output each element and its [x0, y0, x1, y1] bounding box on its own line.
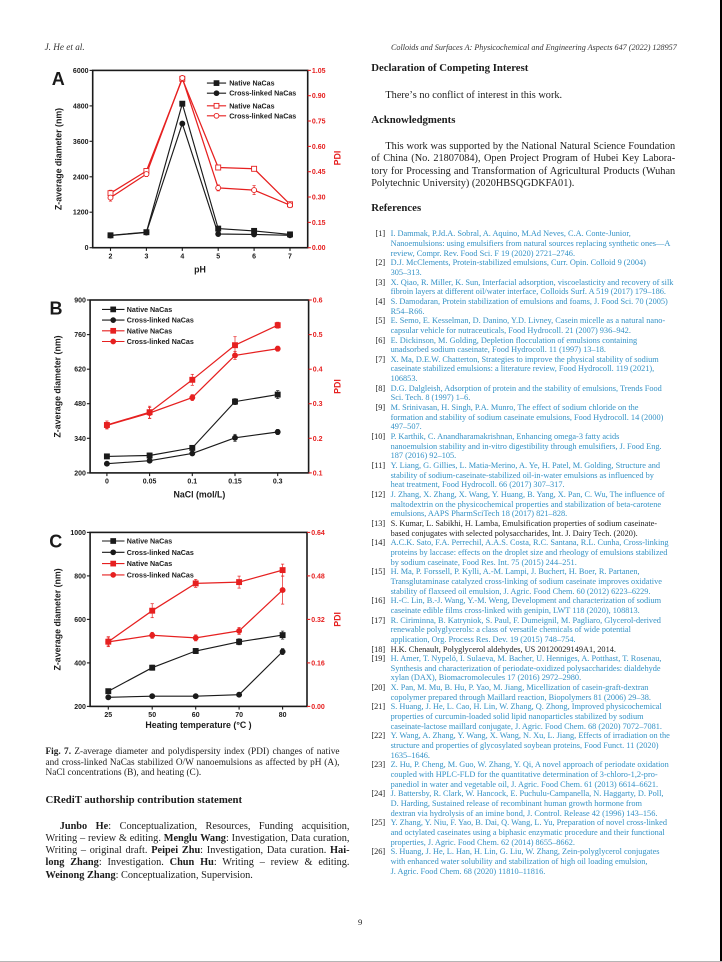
svg-text:900: 900: [74, 298, 86, 305]
svg-text:400: 400: [74, 660, 86, 667]
svg-text:0: 0: [85, 245, 89, 252]
svg-text:Native NaCas: Native NaCas: [127, 560, 172, 568]
svg-text:PDI: PDI: [333, 612, 343, 627]
svg-text:2: 2: [109, 254, 113, 261]
svg-text:0.6: 0.6: [313, 298, 323, 305]
svg-text:0.30: 0.30: [312, 195, 326, 202]
svg-text:Native NaCas: Native NaCas: [127, 306, 172, 314]
svg-text:340: 340: [74, 436, 86, 443]
svg-text:200: 200: [74, 704, 86, 711]
svg-text:Cross-linked NaCas: Cross-linked NaCas: [127, 549, 194, 557]
svg-text:480: 480: [74, 401, 86, 408]
svg-text:25: 25: [104, 712, 112, 719]
svg-text:0.64: 0.64: [311, 530, 325, 537]
svg-text:0.3: 0.3: [313, 401, 323, 408]
svg-text:4800: 4800: [73, 103, 89, 110]
svg-text:1000: 1000: [70, 530, 86, 537]
svg-text:760: 760: [74, 332, 86, 339]
svg-text:Cross-linked NaCas: Cross-linked NaCas: [127, 571, 194, 579]
svg-text:0.00: 0.00: [311, 704, 325, 711]
svg-text:0.3: 0.3: [273, 479, 283, 486]
svg-text:7: 7: [288, 254, 292, 261]
svg-text:1200: 1200: [73, 210, 89, 217]
svg-text:Z-average diameter (nm): Z-average diameter (nm): [54, 108, 64, 210]
svg-text:Native NaCas: Native NaCas: [229, 80, 274, 88]
svg-text:0: 0: [105, 479, 109, 486]
svg-text:0.32: 0.32: [311, 617, 325, 624]
svg-text:0.1: 0.1: [187, 479, 197, 486]
svg-text:0.00: 0.00: [312, 245, 326, 252]
svg-text:0.15: 0.15: [312, 220, 326, 227]
svg-text:NaCl (mol/L): NaCl (mol/L): [173, 490, 225, 500]
svg-text:600: 600: [74, 617, 86, 624]
svg-text:0.90: 0.90: [312, 93, 326, 100]
svg-text:200: 200: [74, 470, 86, 477]
svg-text:PDI: PDI: [333, 151, 343, 166]
svg-text:2400: 2400: [73, 174, 89, 181]
svg-text:0.48: 0.48: [311, 573, 325, 580]
svg-text:Native NaCas: Native NaCas: [127, 327, 172, 335]
svg-text:0.05: 0.05: [143, 479, 157, 486]
svg-text:3600: 3600: [73, 139, 89, 146]
svg-text:620: 620: [74, 367, 86, 374]
svg-text:Native NaCas: Native NaCas: [229, 102, 274, 110]
svg-text:pH: pH: [194, 265, 206, 275]
svg-text:80: 80: [279, 712, 287, 719]
svg-text:B: B: [50, 299, 63, 319]
svg-text:4: 4: [180, 254, 184, 261]
svg-text:1.05: 1.05: [312, 68, 326, 75]
svg-text:70: 70: [235, 712, 243, 719]
svg-text:Native NaCas: Native NaCas: [127, 538, 172, 546]
svg-text:50: 50: [148, 712, 156, 719]
svg-text:5: 5: [216, 254, 220, 261]
svg-text:0.16: 0.16: [311, 660, 325, 667]
svg-text:0.1: 0.1: [313, 470, 323, 477]
svg-text:C: C: [49, 531, 62, 551]
svg-text:PDI: PDI: [333, 379, 343, 394]
svg-text:0.75: 0.75: [312, 119, 326, 126]
svg-text:Cross-linked NaCas: Cross-linked NaCas: [229, 112, 296, 120]
svg-text:Cross-linked NaCas: Cross-linked NaCas: [127, 338, 194, 346]
svg-text:0.60: 0.60: [312, 144, 326, 151]
svg-text:6000: 6000: [73, 68, 89, 75]
svg-text:0.4: 0.4: [313, 367, 323, 374]
svg-text:6: 6: [252, 254, 256, 261]
svg-text:Z-average diameter (nm): Z-average diameter (nm): [53, 568, 63, 670]
svg-text:Cross-linked NaCas: Cross-linked NaCas: [127, 317, 194, 325]
svg-text:60: 60: [192, 712, 200, 719]
svg-text:0.5: 0.5: [313, 332, 323, 339]
svg-text:3: 3: [144, 254, 148, 261]
svg-text:Heating temperature (°C ): Heating temperature (°C ): [145, 720, 251, 730]
svg-text:0.2: 0.2: [313, 436, 323, 443]
svg-text:0.15: 0.15: [228, 479, 242, 486]
svg-text:Z-average diameter (nm): Z-average diameter (nm): [53, 335, 63, 437]
svg-text:Cross-linked NaCas: Cross-linked NaCas: [229, 90, 296, 98]
svg-text:A: A: [52, 69, 65, 89]
svg-text:0.45: 0.45: [312, 169, 326, 176]
svg-text:800: 800: [74, 573, 86, 580]
